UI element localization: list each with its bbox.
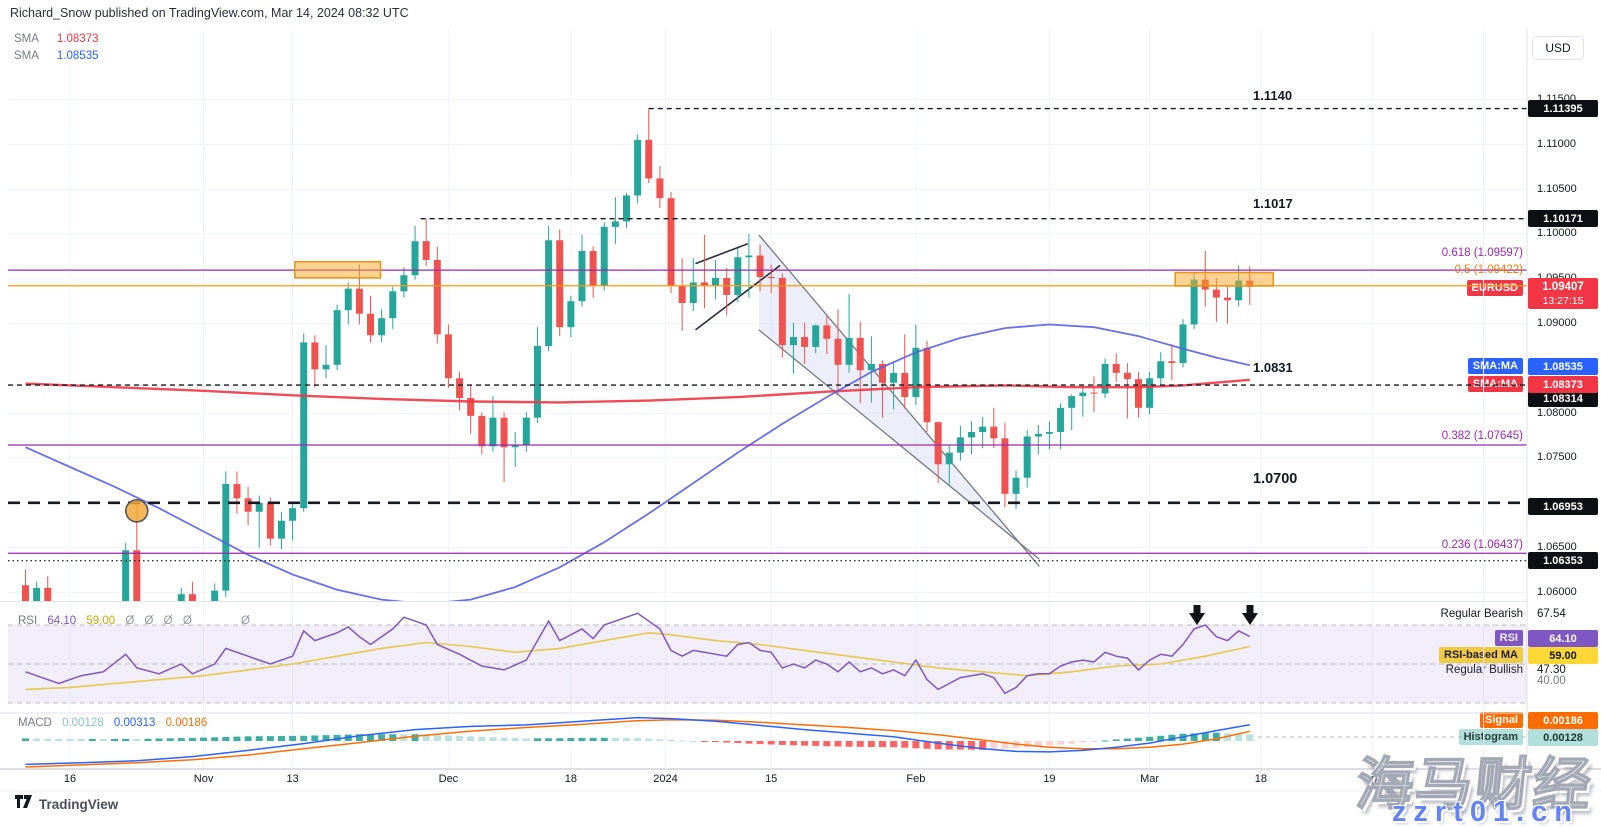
regular-bearish-label: Regular Bearish [1440,608,1523,620]
sma-legend-row[interactable]: SMA 1.08535 [14,50,99,62]
rsi-axis-tick[interactable]: 40.00 [1537,675,1566,687]
fib-label-0236[interactable]: 0.236 (1.06437) [1441,539,1523,551]
sma-fast-tag: SMA:MA [1467,358,1523,374]
rsi-empty-plot: Ø [240,615,250,627]
last-price-value: 1.09407 [1542,280,1584,293]
price-axis-tick[interactable]: 1.06000 [1537,585,1577,598]
fib-label-05[interactable]: 0.5 (1.09422) [1454,264,1523,276]
currency-selector-button[interactable]: USD [1532,36,1584,60]
price-badge-11395: 1.11395 [1528,100,1598,117]
level-label-11017[interactable]: 1.1017 [1253,196,1293,211]
sma-legend-row[interactable]: SMA 1.08373 [14,33,99,45]
macd-signal-value: 0.00186 [165,717,208,729]
time-axis-tick[interactable]: Apr [1363,773,1381,785]
price-axis-tick[interactable]: 1.07500 [1537,451,1577,464]
time-axis-tick[interactable]: 13 [286,773,299,785]
sma-slow-tag: SMA:MA [1467,376,1523,392]
rsi-divergence-value: 67.54 [201,615,231,627]
macd-line-value: 0.00313 [113,717,156,729]
sma-legend-label: SMA [14,33,39,45]
fib-label-0618[interactable]: 0.618 (1.09597) [1441,247,1523,259]
price-axis-tick[interactable]: 1.10500 [1537,182,1577,195]
level-label-11140[interactable]: 1.1140 [1253,88,1293,103]
time-axis-tick[interactable]: Nov [193,773,214,785]
rsi-indicator-title: RSI [18,615,38,627]
level-label-10831[interactable]: 1.0831 [1253,360,1293,375]
rsi-tag: RSI [1494,630,1523,646]
time-axis-tick[interactable]: Dec [438,773,459,785]
price-axis-tick[interactable]: 1.09000 [1537,317,1577,330]
signal-value-badge: 0.00186 [1528,712,1598,729]
sma-legend-value: 1.08373 [56,33,99,45]
time-axis-tick[interactable]: 15 [1477,773,1490,785]
publish-info: Richard_Snow published on TradingView.co… [10,6,409,20]
rsi-ma-value-badge: 59.00 [1528,647,1598,664]
time-axis-tick[interactable]: Feb [906,773,926,785]
time-axis-tick[interactable]: 2024 [653,773,678,785]
rsi-indicator-row[interactable]: RSI 64.10 59.00 Ø Ø Ø Ø 67.54 Ø [18,615,257,627]
sma-legend-value: 1.08535 [56,50,99,62]
rsi-empty-plot: Ø [163,615,173,627]
rsi-empty-plot: Ø [125,615,135,627]
signal-tag: Signal [1479,712,1523,728]
price-axis-tick[interactable]: 1.08000 [1537,406,1577,419]
macd-hist-value: 0.00128 [62,717,104,729]
time-axis-tick[interactable]: 18 [564,773,577,785]
price-axis-tick[interactable]: 1.06500 [1537,541,1577,554]
time-axis-tick[interactable]: Mar [1140,773,1160,785]
rsi-empty-plot: Ø [182,615,192,627]
regular-bearish-value: 67.54 [1537,608,1566,620]
bar-countdown: 13:27:15 [1542,294,1584,307]
watermark-url: zzrt01.cn [1391,796,1579,827]
rsi-value-badge: 64.10 [1528,630,1598,647]
time-axis-tick[interactable]: 18 [1254,773,1268,785]
macd-indicator-title: MACD [18,717,52,729]
sma-fast-value-badge: 1.08535 [1528,358,1598,375]
tradingview-attribution[interactable]: TradingView [14,794,118,814]
sma-legend-label: SMA [14,50,39,62]
macd-indicator-row[interactable]: MACD 0.00128 0.00313 0.00186 [18,717,214,729]
time-axis-tick[interactable]: 19 [1043,773,1056,785]
level-label-10700[interactable]: 1.0700 [1253,471,1298,487]
price-axis-tick[interactable]: 1.11000 [1537,137,1576,150]
fib-label-0382[interactable]: 0.382 (1.07645) [1441,430,1523,442]
histogram-value-badge: 0.00128 [1528,729,1598,746]
rsi-ma-tag: RSI-based MA [1439,647,1523,663]
rsi-empty-plot: Ø [144,615,154,627]
sma-slow-value-badge: 1.08373 [1528,376,1598,393]
regular-bullish-label: Regular Bullish [1446,664,1523,676]
tradingview-logo-icon [14,794,33,814]
price-badge-06353: 1.06353 [1528,552,1598,569]
price-badge-08314: 1.08314 [1528,390,1598,407]
rsi-ma-value: 59.00 [86,615,116,627]
rsi-value: 64.10 [47,615,77,627]
time-axis-tick[interactable]: 15 [765,773,778,785]
time-axis-tick[interactable]: 16 [63,773,77,785]
price-badge-06953: 1.06953 [1528,498,1598,515]
last-price-badge: 1.09407 13:27:15 [1528,278,1598,309]
tradingview-brand-text: TradingView [39,796,119,812]
price-badge-10171: 1.10171 [1528,210,1598,227]
price-axis-tick[interactable]: 1.10000 [1537,227,1577,240]
regular-bullish-value: 47.30 [1537,664,1566,676]
